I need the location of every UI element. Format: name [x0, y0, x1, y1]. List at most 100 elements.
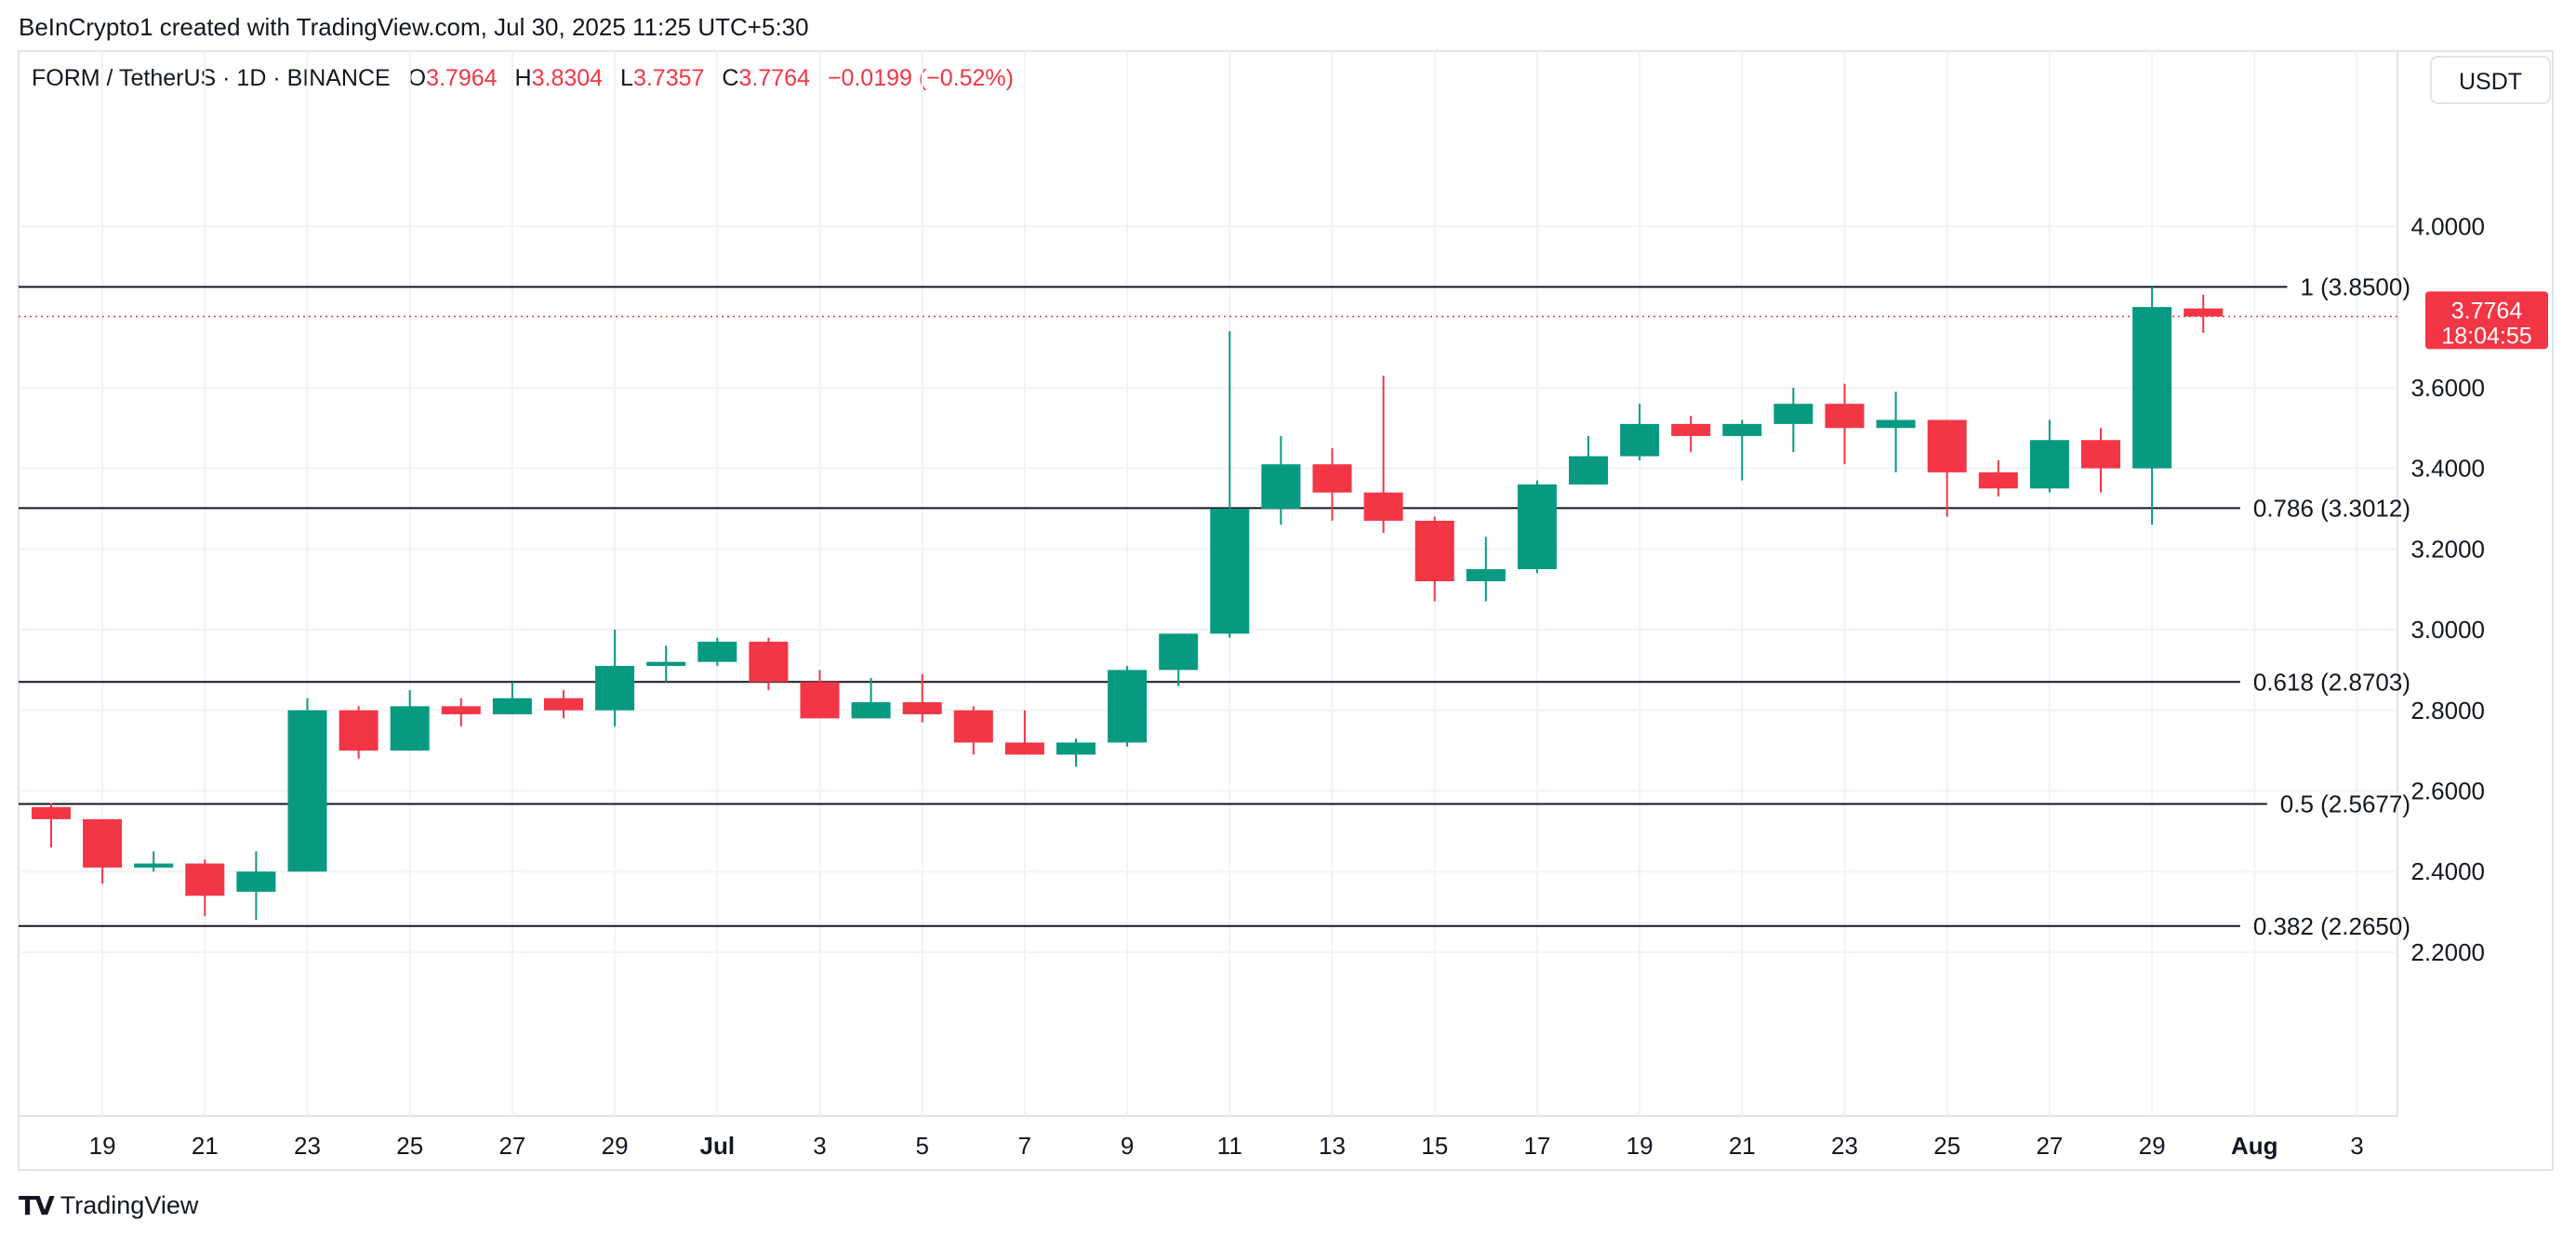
- date-tick-label: 13: [1319, 1132, 1346, 1160]
- candle-body: [339, 710, 378, 751]
- date-tick-label: 21: [192, 1132, 219, 1160]
- date-tick-label: 15: [1421, 1132, 1448, 1160]
- candle-body: [2081, 440, 2120, 469]
- candle-body: [697, 642, 737, 662]
- symbol-legend: FORM / TetherUS · 1D · BINANCE O3.7964 H…: [32, 65, 1014, 92]
- close-label: C: [722, 65, 739, 91]
- tradingview-brand[interactable]: 𝗧𝗩 TradingView: [19, 1190, 198, 1221]
- candle-body: [1056, 742, 1095, 755]
- date-tick-label: 19: [89, 1132, 116, 1160]
- candle-body: [1722, 423, 1762, 436]
- currency-button[interactable]: USDT: [2430, 56, 2551, 104]
- candle-body: [953, 710, 993, 743]
- price-tick-label: 2.8000: [2410, 697, 2485, 724]
- candle-body: [287, 710, 327, 872]
- candle-body: [236, 871, 276, 892]
- fib-level-label: 0.382 (2.2650): [2253, 912, 2410, 940]
- date-tick-label: 25: [1933, 1132, 1960, 1160]
- date-tick-label: 7: [1018, 1132, 1031, 1160]
- candle-body: [595, 666, 635, 710]
- low-value: 3.7357: [632, 65, 705, 91]
- price-axis[interactable]: 4.0000 3.6000 3.4000 3.2000 3.0000 2.8000 2.60…: [2410, 212, 2485, 966]
- candlestick-series: [32, 286, 2224, 921]
- price-tick-label: 2.6000: [2410, 777, 2485, 804]
- candle-body: [800, 682, 840, 719]
- candle-body: [1876, 419, 1916, 429]
- candle-body: [83, 818, 123, 868]
- candle-body: [2029, 440, 2069, 489]
- date-tick-label: 9: [1121, 1132, 1134, 1160]
- price-tick-label: 3.0000: [2410, 616, 2485, 644]
- candle-body: [390, 706, 430, 751]
- candle-body: [1927, 419, 1967, 472]
- candle-body: [185, 863, 225, 896]
- tradingview-logo-icon: 𝗧𝗩: [19, 1191, 55, 1220]
- close-value: 3.7764: [738, 65, 810, 91]
- candle-body: [1004, 742, 1044, 755]
- candle-body: [1108, 670, 1148, 743]
- price-tick-label: 3.2000: [2410, 535, 2485, 563]
- price-tag-countdown: 18:04:55: [2441, 323, 2531, 349]
- price-tick-label: 2.2000: [2410, 938, 2485, 966]
- date-tick-label: 29: [602, 1132, 629, 1160]
- price-tick-label: 2.4000: [2410, 857, 2485, 885]
- price-tick-label: 4.0000: [2410, 212, 2485, 240]
- candle-body: [1159, 633, 1199, 671]
- fib-level-label: 0.786 (3.3012): [2253, 494, 2410, 522]
- date-tick-label: 21: [1729, 1132, 1756, 1160]
- candle-body: [32, 806, 71, 819]
- candle-body: [492, 697, 532, 715]
- date-tick-label: 23: [294, 1132, 321, 1160]
- candle-body: [1620, 423, 1660, 457]
- date-tick-label: 23: [1831, 1132, 1858, 1160]
- candle-body: [544, 697, 583, 710]
- price-tag-value: 3.7764: [2451, 298, 2523, 324]
- date-tick-label: 3: [2350, 1132, 2363, 1160]
- chart-attribution: BeInCrypto1 created with TradingView.com…: [19, 13, 809, 41]
- fib-level-label: 0.5 (2.5677): [2280, 790, 2410, 817]
- candle-body: [2132, 307, 2172, 469]
- candle-body: [1773, 404, 1813, 424]
- symbol-title[interactable]: FORM / TetherUS · 1D · BINANCE: [32, 65, 391, 91]
- brand-name: TradingView: [60, 1191, 199, 1219]
- price-tag-box: [2425, 291, 2548, 350]
- date-tick-label: 25: [396, 1132, 423, 1160]
- candle-body: [1312, 464, 1352, 493]
- candle-body: [1261, 464, 1301, 509]
- candle-body: [1210, 508, 1250, 634]
- candle-body: [902, 702, 942, 715]
- candle-body: [2184, 308, 2224, 317]
- grid-lines: [19, 51, 2397, 1116]
- date-tick-label: Aug: [2231, 1132, 2278, 1160]
- fib-level-label: 1 (3.8500): [2300, 272, 2410, 300]
- candle-body: [749, 642, 789, 683]
- change-value: −0.0199 (−0.52%): [827, 65, 1014, 91]
- fibonacci-levels: 1 (3.8500) 0.786 (3.3012) 0.618 (2.8703) 0.…: [19, 272, 2410, 940]
- candle-body: [646, 661, 686, 667]
- candle-body: [1825, 404, 1865, 429]
- date-tick-label: 27: [2036, 1132, 2063, 1160]
- date-tick-label: 27: [498, 1132, 525, 1160]
- date-tick-label: 29: [2139, 1132, 2166, 1160]
- chart-frame: [18, 50, 2554, 1171]
- candle-body: [134, 863, 174, 868]
- date-tick-label: 5: [915, 1132, 928, 1160]
- candle-body: [851, 702, 891, 719]
- candle-body: [1414, 520, 1454, 581]
- candle-body: [1517, 484, 1557, 569]
- candle-body: [1466, 568, 1506, 581]
- date-tick-label: Jul: [700, 1132, 736, 1160]
- fib-level-label: 0.618 (2.8703): [2253, 668, 2410, 696]
- candle-body: [1671, 423, 1711, 436]
- low-label: L: [620, 65, 633, 91]
- price-tick-label: 3.6000: [2410, 374, 2485, 402]
- candle-body: [441, 706, 481, 715]
- time-axis[interactable]: 19 21 23 25 27 29 Jul 3 5 7 9 11 13 15 17 19 21 23 25 27 29 A…: [89, 1132, 2364, 1160]
- price-tick-label: 3.4000: [2410, 455, 2485, 483]
- open-value: 3.7964: [426, 65, 498, 91]
- candle-body: [1569, 456, 1608, 485]
- date-tick-label: 3: [813, 1132, 826, 1160]
- date-tick-label: 11: [1217, 1132, 1242, 1160]
